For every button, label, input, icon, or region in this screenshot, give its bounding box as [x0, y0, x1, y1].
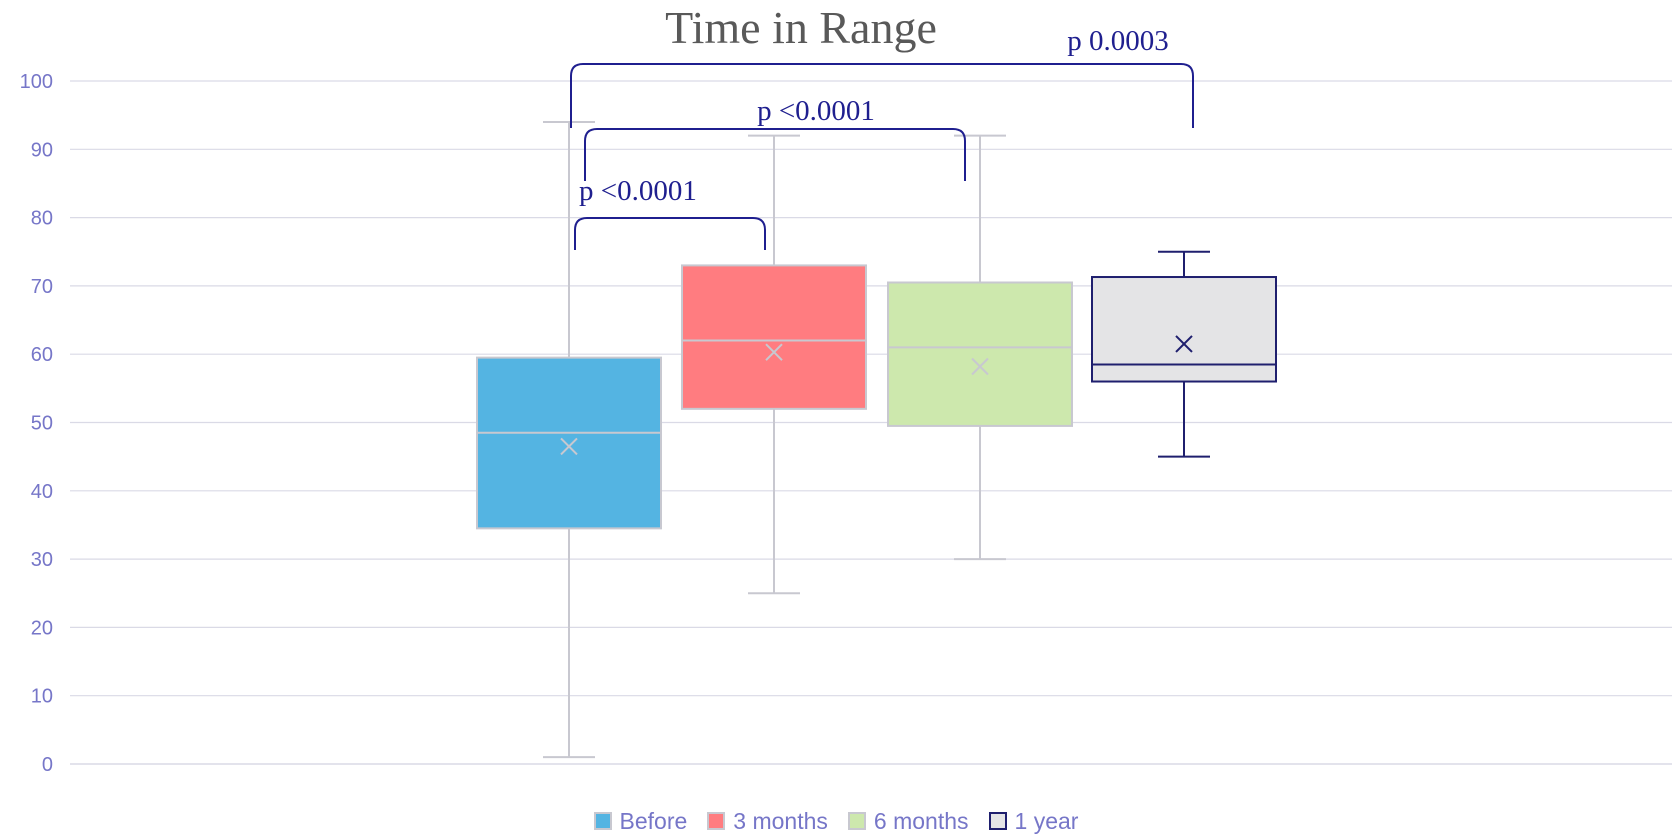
legend-swatch — [707, 812, 726, 830]
y-tick-label: 70 — [31, 276, 53, 298]
legend-label: Before — [619, 807, 688, 834]
legend-swatch — [593, 812, 612, 830]
legend-label: 3 months — [733, 807, 828, 834]
legend-label: 1 year — [1014, 807, 1079, 834]
y-tick-label: 80 — [31, 208, 53, 230]
mean-marker — [971, 357, 989, 376]
significance-bracket — [584, 128, 966, 181]
grid-lines — [70, 80, 1672, 765]
mean-marker — [1175, 335, 1193, 353]
p-value-label: p 0.0003 — [1067, 25, 1169, 57]
significance-bracket — [574, 217, 766, 250]
box-iqr — [476, 356, 662, 530]
y-tick-label: 30 — [31, 549, 53, 571]
box-6-months — [887, 134, 1073, 561]
y-tick-label: 10 — [31, 686, 53, 708]
y-tick-label: 50 — [31, 413, 53, 435]
box-iqr — [681, 264, 867, 410]
box-iqr — [1091, 276, 1277, 383]
box-1-year — [1091, 250, 1277, 458]
legend-item: Before — [593, 807, 688, 835]
box-iqr — [887, 281, 1073, 427]
p-value-label: p <0.0001 — [757, 95, 875, 127]
y-tick-label: 100 — [20, 71, 53, 93]
legend: Before 3 months 6 months 1 year — [0, 806, 1672, 836]
box-series — [476, 120, 1277, 759]
p-value-label: p <0.0001 — [579, 175, 697, 207]
y-tick-label: 60 — [31, 344, 53, 366]
box-3-months — [681, 134, 867, 595]
legend-item: 3 months — [707, 808, 828, 835]
mean-marker — [560, 437, 578, 456]
significance-brackets: p <0.0001 p <0.0001 p 0.0003 — [570, 25, 1194, 250]
y-tick-label: 0 — [42, 754, 53, 776]
mean-marker — [765, 343, 783, 361]
y-tick-label: 40 — [31, 481, 53, 503]
significance-bracket — [570, 63, 1194, 128]
y-tick-label: 20 — [31, 617, 53, 639]
legend-swatch — [847, 812, 866, 830]
legend-swatch — [988, 812, 1007, 830]
y-axis-ticks: 0 10 20 30 40 50 60 70 80 90 100 — [20, 71, 53, 776]
box-before — [476, 120, 662, 759]
y-tick-label: 90 — [31, 139, 53, 161]
box-plot-chart: Time in Range 0 10 20 30 40 50 60 70 80 90 100 p <… — [20, 2, 1672, 776]
legend-item: 6 months — [847, 807, 969, 835]
legend-label: 6 months — [873, 807, 969, 834]
legend-item: 1 year — [988, 807, 1079, 835]
chart-title: Time in Range — [665, 2, 937, 53]
